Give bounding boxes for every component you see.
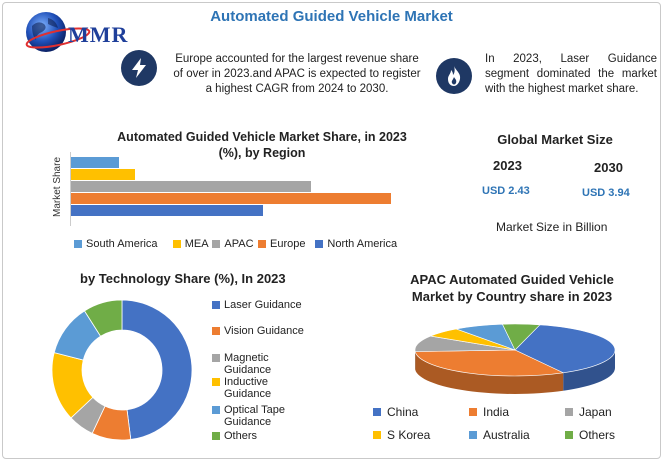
pie-slice-others [501, 323, 541, 351]
info-europe-text: Europe accounted for the largest revenue… [173, 53, 421, 95]
legend-swatch [373, 408, 381, 416]
market-size-title: Global Market Size [497, 132, 613, 147]
market-size-year-2030: 2030 [594, 160, 623, 175]
legend-item-magnetic-guidance: Magnetic Guidance [212, 352, 322, 376]
apac-3d-pie-chart [414, 323, 616, 394]
legend-item-south-america: South America [74, 238, 158, 250]
legend-label: MEA [184, 238, 209, 250]
mmr-logo: MMR [18, 8, 148, 58]
svg-text:Market Share: Market Share [52, 157, 63, 217]
donut-slice-laser-guidance [121, 300, 193, 440]
market-size-note: Market Size in Billion [496, 220, 608, 234]
legend-label: North America [327, 238, 398, 250]
region-chart-title: Automated Guided Vehicle Market Share, i… [92, 129, 432, 161]
legend-swatch [469, 431, 477, 439]
legend-label: Magnetic Guidance [224, 352, 272, 376]
legend-swatch [469, 408, 477, 416]
region-chart-ylabel: Market Share [52, 157, 63, 217]
region-bar-chart [70, 152, 391, 226]
legend-swatch [212, 432, 220, 440]
legend-item-optical-tape-guidance: Optical Tape Guidance [212, 404, 322, 428]
market-size-value-2030: USD 3.94 [582, 187, 630, 199]
bar-mea [71, 169, 135, 180]
legend-label: India [483, 405, 510, 419]
apac-chart-title: APAC Automated Guided Vehicle Market by … [392, 271, 632, 305]
legend-swatch [212, 327, 220, 335]
legend-label: Others [224, 430, 258, 442]
legend-label: Laser Guidance [224, 299, 302, 311]
legend-item-s-korea: S Korea [373, 428, 430, 442]
legend-label: Vision Guidance [224, 325, 304, 337]
legend-swatch [212, 406, 220, 414]
bar-north-america [71, 205, 263, 216]
legend-label: Japan [579, 405, 612, 419]
legend-item-inductive-guidance: Inductive Guidance [212, 376, 322, 400]
info-laser-text: In 2023, Laser Guidance segment dominate… [485, 53, 657, 95]
region-chart-title-line1: Automated Guided Vehicle Market Share, i… [117, 130, 407, 144]
legend-swatch [212, 378, 220, 386]
page-title: Automated Guided Vehicle Market [210, 8, 453, 25]
globe-icon [25, 12, 91, 52]
bar-europe [71, 193, 391, 204]
legend-item-others: Others [212, 430, 322, 442]
legend-swatch [212, 354, 220, 362]
pie-slice-china [514, 324, 616, 374]
apac-chart-title-line1: APAC Automated Guided Vehicle [410, 272, 614, 287]
legend-swatch [212, 240, 221, 248]
legend-swatch [74, 240, 82, 248]
legend-swatch [172, 240, 181, 248]
legend-item-vision-guidance: Vision Guidance [212, 325, 322, 337]
legend-label: APAC [224, 238, 254, 250]
logo-text: MMR [68, 22, 129, 47]
market-size-value-2023: USD 2.43 [482, 185, 530, 197]
legend-label: South America [86, 238, 158, 250]
legend-item-europe: Europe [258, 238, 305, 250]
flame-icon [436, 58, 472, 94]
legend-label: Europe [270, 238, 306, 250]
legend-swatch [315, 240, 324, 248]
legend-item-north-america: North America [315, 238, 397, 250]
legend-swatch [565, 431, 573, 439]
lightning-icon [121, 50, 157, 86]
legend-item-japan: Japan [565, 405, 612, 419]
market-size-year-2023: 2023 [493, 158, 522, 173]
legend-item-laser-guidance: Laser Guidance [212, 299, 322, 311]
legend-item-mea: MEA [172, 238, 209, 250]
legend-item-apac: APAC [212, 238, 254, 250]
legend-item-china: China [373, 405, 418, 419]
legend-swatch [565, 408, 573, 416]
technology-donut-chart [51, 300, 193, 441]
legend-label: Inductive Guidance [224, 376, 272, 400]
donut-slice-others [83, 300, 123, 337]
bar-south-america [71, 157, 119, 168]
legend-swatch [212, 301, 220, 309]
legend-swatch [258, 240, 266, 248]
legend-swatch [373, 431, 381, 439]
legend-label: Australia [483, 428, 530, 442]
pie-side-china [563, 350, 615, 391]
legend-label: China [387, 405, 419, 419]
pie-side-india [415, 351, 564, 394]
legend-item-india: India [469, 405, 509, 419]
apac-chart-title-line2: Market by Country share in 2023 [411, 289, 613, 304]
legend-label: Optical Tape Guidance [224, 404, 285, 428]
legend-label: S Korea [387, 428, 431, 442]
legend-label: Others [579, 428, 616, 442]
legend-item-others: Others [565, 428, 615, 442]
bar-apac [71, 181, 311, 192]
pie-slice-india [414, 349, 565, 377]
region-chart-title-line2: (%), by Region [218, 146, 306, 160]
tech-chart-title: by Technology Share (%), In 2023 [80, 271, 286, 286]
legend-item-australia: Australia [469, 428, 530, 442]
